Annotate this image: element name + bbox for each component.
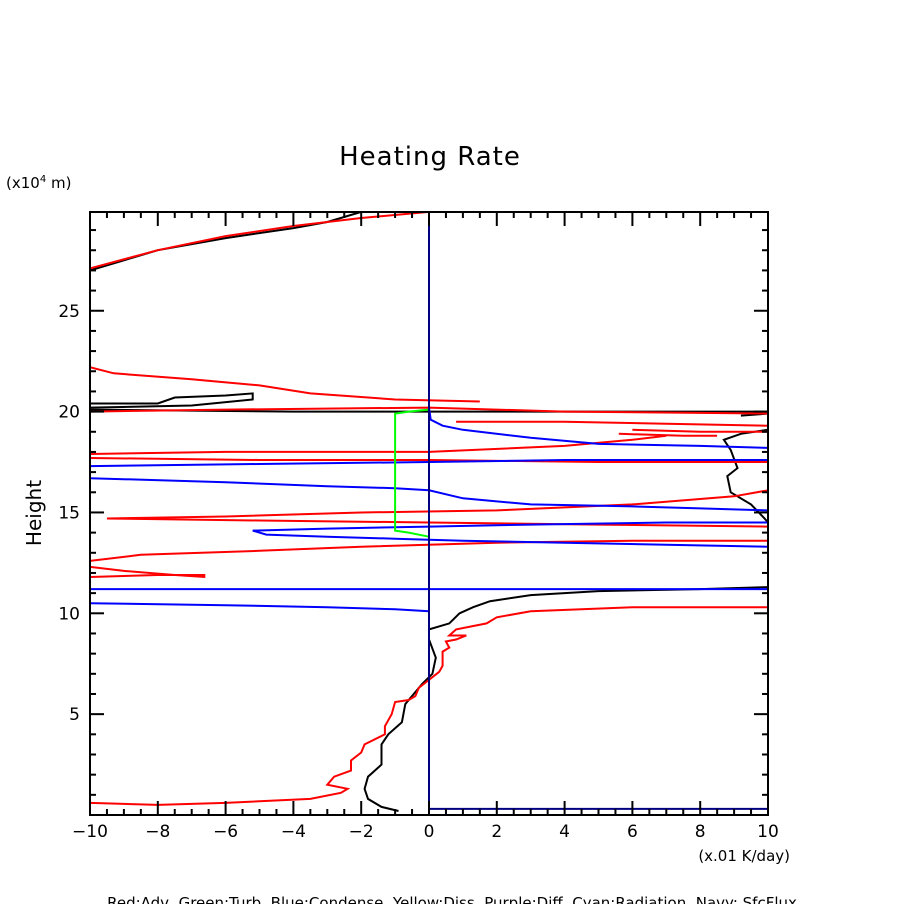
series-condense-segment-4	[252, 521, 768, 532]
series-condense-segment-2	[90, 477, 768, 512]
axes-layer: −10 −8 −6 −4 −2 0 2 4 6 8 10 5 10 15 20 25	[58, 211, 779, 842]
y-axis-label: Height	[22, 480, 46, 546]
series-adv-segment-4	[632, 428, 768, 433]
y-tick-label: 10	[58, 604, 80, 624]
series-adv-segment-5	[618, 432, 718, 437]
series-adv-segment-12	[90, 574, 206, 578]
y-tick-label: 5	[69, 705, 80, 725]
series-total-segment-1	[90, 392, 254, 409]
x-axis-label: (x.01 K/day)	[698, 847, 790, 865]
x-tick-label: −4	[281, 822, 306, 842]
series-layer	[90, 212, 768, 813]
x-tick-label: 8	[695, 822, 706, 842]
x-tick-label: 2	[491, 822, 502, 842]
x-tick-label: 0	[424, 822, 435, 842]
series-adv-segment-8	[106, 489, 768, 520]
legend-text: Red:Adv Green:Turb Blue:Condense Yellow:…	[107, 894, 797, 904]
y-tick-label: 25	[58, 302, 80, 322]
x-tick-label: 10	[757, 822, 779, 842]
series-adv-segment-10	[90, 539, 768, 562]
series-total-segment-5	[363, 586, 768, 812]
series-condense-segment-0	[428, 407, 768, 449]
series-adv-segment-0	[90, 212, 430, 270]
x-tick-label: −10	[72, 822, 108, 842]
chart-title: Heating Rate	[339, 142, 521, 172]
x-tick-label: −6	[213, 822, 238, 842]
series-turb-segment-0	[394, 408, 430, 538]
x-tick-label: 4	[559, 822, 570, 842]
x-tick-label: −8	[145, 822, 170, 842]
series-adv-segment-6	[90, 434, 667, 455]
y-unit-label: (x104 m)	[6, 174, 71, 192]
series-adv-segment-3	[456, 420, 768, 427]
series-adv-segment-13	[90, 606, 768, 806]
series-adv-segment-1	[90, 366, 480, 403]
y-unit-exponent: 4	[40, 174, 46, 185]
series-condense-segment-6	[90, 602, 430, 613]
x-tick-label: −2	[349, 822, 374, 842]
y-unit-suffix: m)	[46, 174, 71, 192]
series-condense-segment-3	[252, 529, 768, 548]
y-tick-label: 15	[58, 503, 80, 523]
y-tick-label: 20	[58, 403, 80, 423]
y-unit-prefix: (x10	[6, 174, 40, 192]
x-tick-label: 6	[627, 822, 638, 842]
